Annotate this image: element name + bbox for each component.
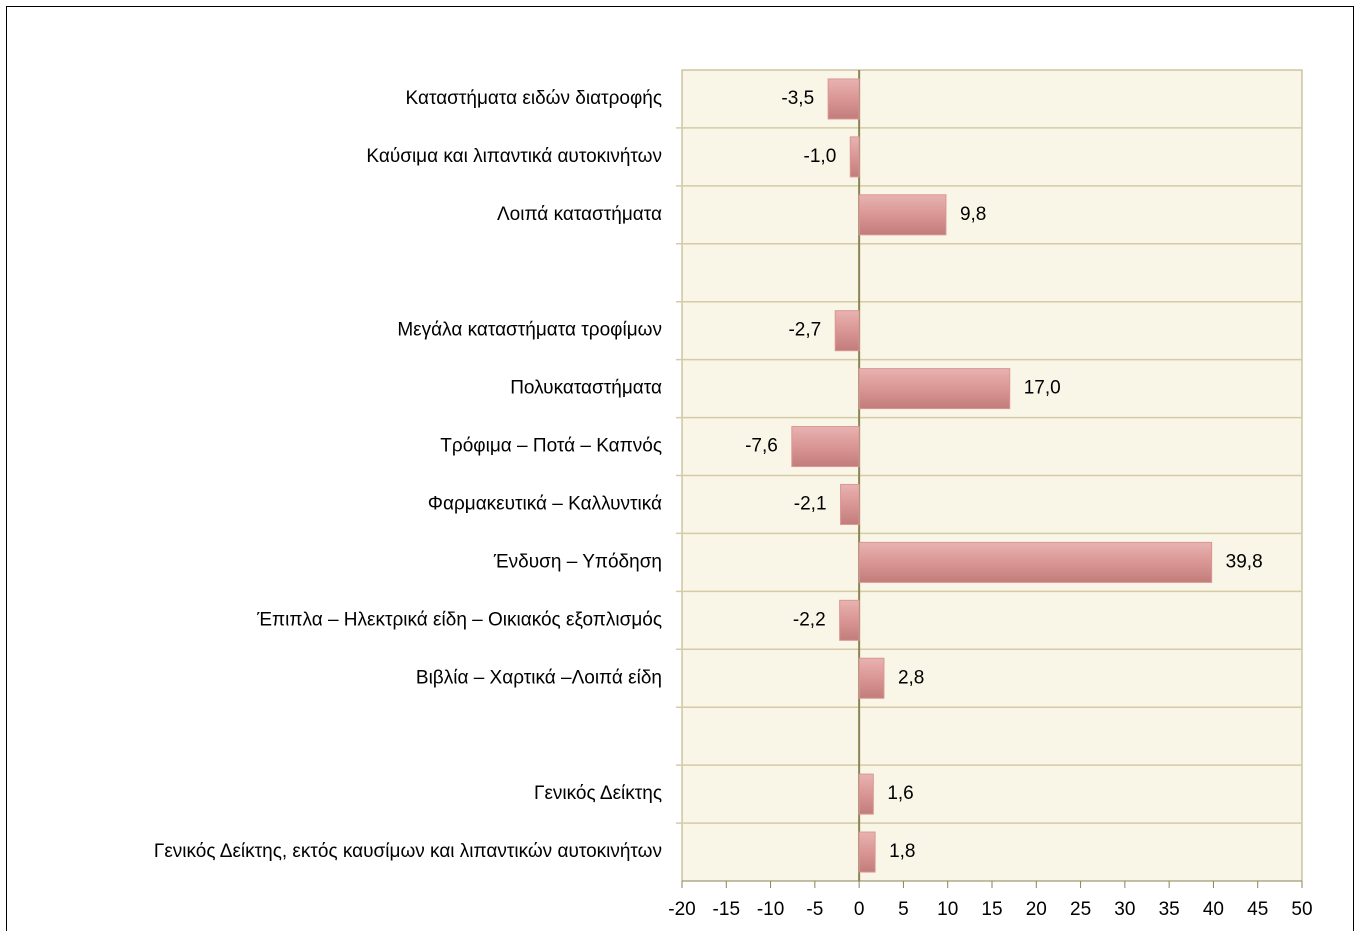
bar [839,599,860,641]
x-tick-label: 40 [1203,899,1224,920]
x-tick-label: -15 [713,899,740,920]
y-tick-label: Καύσιμα και λιπαντικά αυτοκινήτων [366,146,662,167]
y-tick-label: Έπιπλα – Ηλεκτρικά είδη – Οικιακός εξοπλ… [256,609,662,630]
data-label: 9,8 [960,204,986,225]
data-label: -3,5 [781,88,814,109]
bar [834,310,860,352]
data-label: 39,8 [1226,551,1263,572]
x-tick-label: 0 [854,899,865,920]
x-tick-label: 50 [1291,899,1312,920]
data-label: -1,0 [804,146,837,167]
y-tick-label: Πολυκαταστήματα [510,378,662,399]
x-tick-label: -5 [806,899,823,920]
x-tick-label: -20 [668,899,695,920]
bar [858,368,1011,410]
data-label: -7,6 [745,436,778,457]
bar [858,773,874,815]
bar [858,831,876,873]
y-tick-label: Καταστήματα ειδών διατροφής [406,88,662,109]
data-label: 17,0 [1024,378,1061,399]
y-tick-label: Βιβλία – Χαρτικά –Λοιπά είδη [416,667,662,688]
bar [858,541,1213,583]
x-tick-label: 10 [937,899,958,920]
y-tick-label: Μεγάλα καταστήματα τροφίμων [397,320,662,341]
bar [827,78,860,120]
y-tick-label: Γενικός Δείκτης [534,783,662,804]
data-label: -2,1 [794,493,827,514]
y-tick-label: Τρόφιμα – Ποτά – Καπνός [440,436,662,457]
x-tick-label: 45 [1247,899,1268,920]
y-tick-label: Φαρμακευτικά – Καλλυντικά [428,493,662,514]
bar [849,136,860,178]
x-tick-label: 30 [1114,899,1135,920]
x-tick-label: 20 [1026,899,1047,920]
x-tick-label: 35 [1159,899,1180,920]
y-tick-label: Γενικός Δείκτης, εκτός καυσίμων και λιπα… [154,841,662,862]
bar [791,426,860,468]
bar [858,194,947,236]
bar [858,657,885,699]
data-label: -2,2 [793,609,826,630]
x-tick-label: 5 [898,899,909,920]
x-tick-label: 25 [1070,899,1091,920]
data-label: -2,7 [788,320,821,341]
chart-border [6,6,1354,931]
data-label: 1,8 [889,841,915,862]
x-tick-label: -10 [757,899,784,920]
y-tick-label: Λοιπά καταστήματα [497,204,662,225]
x-tick-label: 15 [981,899,1002,920]
data-label: 1,6 [887,783,913,804]
data-label: 2,8 [898,667,924,688]
y-tick-label: Ένδυση – Υπόδηση [493,551,662,572]
bar [840,483,860,525]
